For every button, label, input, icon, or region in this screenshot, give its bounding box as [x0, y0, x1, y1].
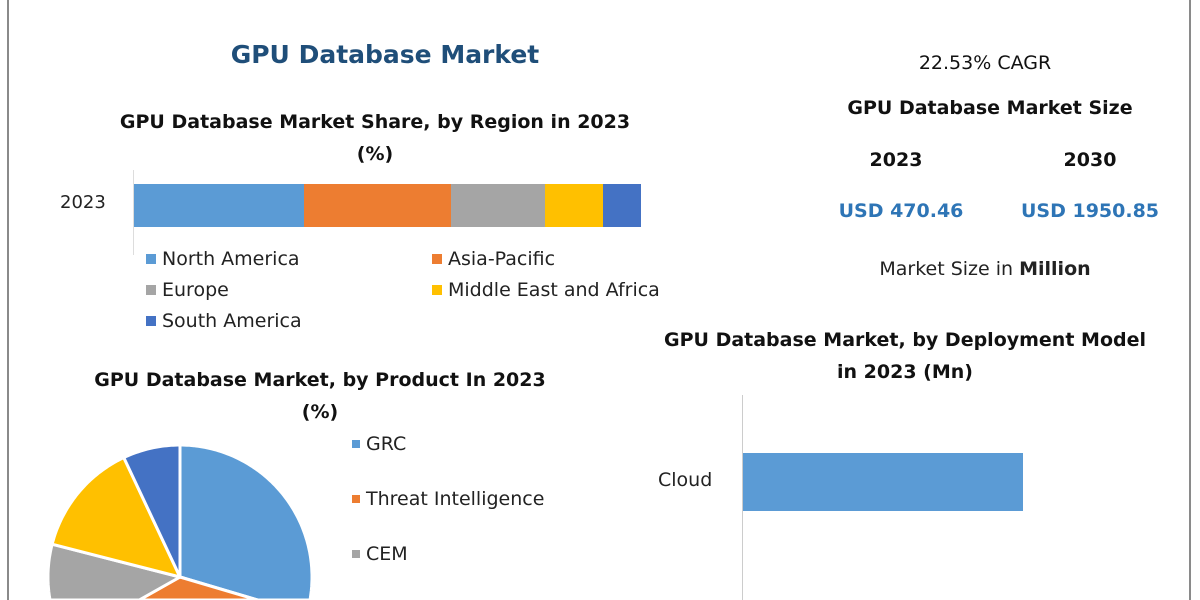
bar-segment-asia-pacific	[303, 184, 451, 227]
year-start: 2023	[869, 149, 923, 171]
legend-item: Threat Intelligence	[352, 488, 544, 510]
legend-label: Middle East and Africa	[448, 279, 660, 301]
main-title: GPU Database Market	[230, 40, 540, 69]
cagr-text: 22.53% CAGR	[918, 52, 1052, 74]
deployment-bar-cloud	[743, 453, 1023, 511]
legend-item: Middle East and Africa	[432, 279, 660, 301]
pie-slice-5	[121, 443, 182, 578]
infographic-frame	[7, 0, 1191, 600]
legend-label: South America	[162, 310, 302, 332]
region-axis	[133, 170, 134, 255]
deployment-axis	[742, 395, 743, 600]
region-chart-title: GPU Database Market Share, by Region in …	[119, 111, 631, 165]
region-stacked-bar	[134, 184, 641, 227]
legend-swatch	[146, 254, 156, 264]
legend-swatch	[146, 316, 156, 326]
legend-item: Europe	[146, 279, 229, 301]
unit-prefix: Market Size in	[879, 258, 1020, 280]
legend-item: CEM	[352, 543, 408, 565]
value-end: USD 1950.85	[1020, 200, 1160, 222]
pie-slice-cem	[46, 542, 184, 600]
legend-swatch	[352, 440, 360, 448]
year-end: 2030	[1063, 149, 1117, 171]
legend-swatch	[352, 550, 360, 558]
legend-label: Europe	[162, 279, 229, 301]
product-pie-chart	[46, 443, 314, 600]
legend-item: North America	[146, 248, 300, 270]
deployment-category-label: Cloud	[658, 469, 713, 491]
deployment-chart-title: GPU Database Market, by Deployment Model…	[664, 329, 1146, 383]
bar-segment-middle-east-and-africa	[544, 184, 603, 227]
legend-swatch	[146, 285, 156, 295]
pie-slice-grc	[178, 443, 314, 600]
legend-swatch	[432, 254, 442, 264]
unit-note: Market Size in Million	[840, 258, 1130, 280]
pie-slice-4	[50, 455, 183, 580]
legend-label: Asia-Pacific	[448, 248, 556, 270]
legend-label: GRC	[366, 433, 407, 455]
bar-segment-north-america	[134, 184, 304, 227]
legend-item: Asia-Pacific	[432, 248, 555, 270]
bar-segment-south-america	[602, 184, 641, 227]
bar-segment-europe	[450, 184, 545, 227]
pie-slice-threat-intelligence	[136, 575, 259, 600]
unit-bold: Million	[1019, 258, 1091, 280]
value-start: USD 470.46	[838, 200, 964, 222]
legend-label: CEM	[366, 543, 408, 565]
market-size-heading: GPU Database Market Size	[847, 97, 1133, 119]
legend-item: South America	[146, 310, 302, 332]
legend-swatch	[352, 495, 360, 503]
legend-swatch	[432, 285, 442, 295]
legend-item: GRC	[352, 433, 406, 455]
legend-label: North America	[162, 248, 300, 270]
region-category-label: 2023	[60, 192, 106, 213]
product-chart-title: GPU Database Market, by Product In 2023 …	[94, 369, 546, 423]
legend-label: Threat Intelligence	[366, 488, 545, 510]
